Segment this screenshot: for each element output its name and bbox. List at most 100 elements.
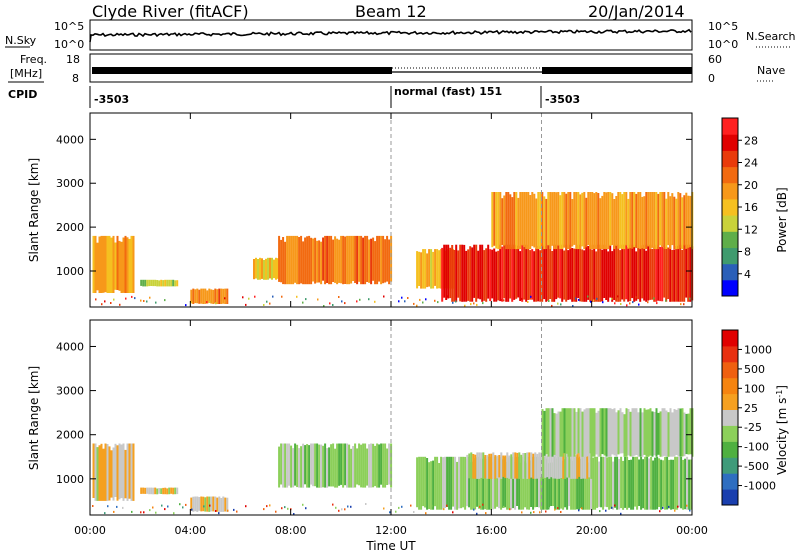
ytick-label: 3000 xyxy=(56,385,84,398)
data-cell-region-3 xyxy=(280,443,283,485)
data-cell-region-3 xyxy=(334,448,337,488)
ground-echo xyxy=(140,299,142,302)
data-cell-region-4 xyxy=(416,457,419,508)
data-cell-region-4 xyxy=(658,458,661,507)
data-cell-region-0 xyxy=(110,450,113,498)
data-cell-region-4 xyxy=(346,235,349,285)
ground-echo xyxy=(323,305,325,307)
data-cell-region-4 xyxy=(642,459,645,509)
data-cell-region-7 xyxy=(671,193,674,246)
data-cell-region-4 xyxy=(350,235,353,284)
data-cell-region-0 xyxy=(102,235,105,293)
data-cell-region-7 xyxy=(585,197,588,248)
data-cell-region-6 xyxy=(565,408,568,454)
data-cell-region-3 xyxy=(302,443,305,488)
data-cell-region-0 xyxy=(92,235,95,293)
data-cell-region-1 xyxy=(156,280,159,287)
data-cell-region-6 xyxy=(527,248,530,300)
data-cell-region-4 xyxy=(530,460,533,507)
data-cell-region-4 xyxy=(472,461,475,510)
data-cell-region-6 xyxy=(513,244,516,300)
data-cell-region-4 xyxy=(538,456,541,508)
data-cell-region-3 xyxy=(269,257,271,279)
ground-echo xyxy=(293,513,295,515)
data-cell-region-7 xyxy=(507,192,510,250)
xtick-label: 00:00 xyxy=(676,524,708,537)
data-cell-region-5 xyxy=(438,250,441,289)
data-cell-region-5 xyxy=(484,455,487,479)
data-cell-region-7 xyxy=(537,192,540,250)
ground-echo xyxy=(287,507,289,510)
data-cell-region-6 xyxy=(633,408,636,456)
data-cell-region-0 xyxy=(98,236,101,293)
ground-echo xyxy=(545,510,547,513)
ground-echo xyxy=(548,507,550,510)
ground-echo xyxy=(191,508,193,511)
colorbar-swatch xyxy=(722,441,738,458)
data-cell-region-6 xyxy=(669,244,672,302)
data-cell-region-6 xyxy=(579,408,582,457)
data-cell-region-2 xyxy=(220,288,223,304)
velocity-yticks: 1000 2000 3000 4000 xyxy=(56,340,692,486)
data-cell-region-6 xyxy=(617,244,620,302)
data-cell-region-3 xyxy=(308,445,311,488)
data-cell-region-4 xyxy=(496,456,499,507)
data-cell-region-6 xyxy=(635,251,638,301)
data-cell-region-6 xyxy=(639,248,642,302)
colorbar-swatch xyxy=(722,489,738,506)
data-cell-region-6 xyxy=(661,245,664,302)
data-cell-region-6 xyxy=(537,245,540,302)
data-cell-region-7 xyxy=(569,192,572,250)
data-cell-region-3 xyxy=(352,446,355,488)
data-cell-region-6 xyxy=(571,248,574,302)
data-cell-region-3 xyxy=(338,443,341,486)
data-cell-region-3 xyxy=(259,257,261,280)
data-cell-region-6 xyxy=(573,408,576,457)
data-cell-region-6 xyxy=(651,411,654,457)
ground-echo xyxy=(470,303,472,306)
data-cell-region-6 xyxy=(653,246,656,302)
data-cell-region-0 xyxy=(132,443,135,501)
colorbar-swatch xyxy=(722,263,738,281)
data-cell-region-5 xyxy=(474,454,477,479)
data-cell-region-6 xyxy=(547,244,550,301)
ground-echo xyxy=(281,507,283,510)
data-cell-region-4 xyxy=(330,235,333,285)
ground-echo xyxy=(155,301,157,304)
data-cell-region-4 xyxy=(300,235,303,284)
colorbar-label: -500 xyxy=(744,460,769,473)
colorbar-label: 20 xyxy=(744,179,758,192)
ground-echo xyxy=(431,504,433,507)
data-cell-region-3 xyxy=(370,443,373,488)
data-cell-region-2 xyxy=(196,496,199,512)
data-cell-region-4 xyxy=(426,458,429,510)
data-cell-region-4 xyxy=(580,459,583,509)
data-cell-region-4 xyxy=(436,456,439,510)
data-cell-region-6 xyxy=(447,244,450,299)
data-cell-region-6 xyxy=(567,250,570,300)
data-cell-region-4 xyxy=(644,456,647,510)
data-cell-region-3 xyxy=(300,446,303,488)
data-cell-region-4 xyxy=(380,235,383,285)
data-cell-region-3 xyxy=(298,448,301,488)
data-cell-region-4 xyxy=(442,457,445,510)
data-cell-region-2 xyxy=(212,289,215,304)
ground-echo xyxy=(350,505,352,508)
data-cell-region-6 xyxy=(609,244,612,298)
ytick-label: 2000 xyxy=(56,429,84,442)
colorbar-swatch xyxy=(722,198,738,216)
data-cell-region-7 xyxy=(539,192,542,250)
colorbar-swatch xyxy=(722,166,738,184)
data-cell-region-6 xyxy=(471,247,474,302)
ground-echo xyxy=(368,298,370,301)
power-colorbar: 28 24 20 16 12 8 4 xyxy=(721,117,758,297)
data-cell-region-3 xyxy=(255,257,257,279)
data-cell-region-2 xyxy=(208,496,211,512)
data-cell-region-7 xyxy=(645,192,648,250)
ground-echo xyxy=(206,301,208,304)
colorbar-swatch xyxy=(722,247,738,265)
data-cell-region-5 xyxy=(570,452,573,479)
data-cell-region-7 xyxy=(525,192,528,250)
data-cell-region-6 xyxy=(553,244,556,302)
ground-echo xyxy=(302,503,304,506)
